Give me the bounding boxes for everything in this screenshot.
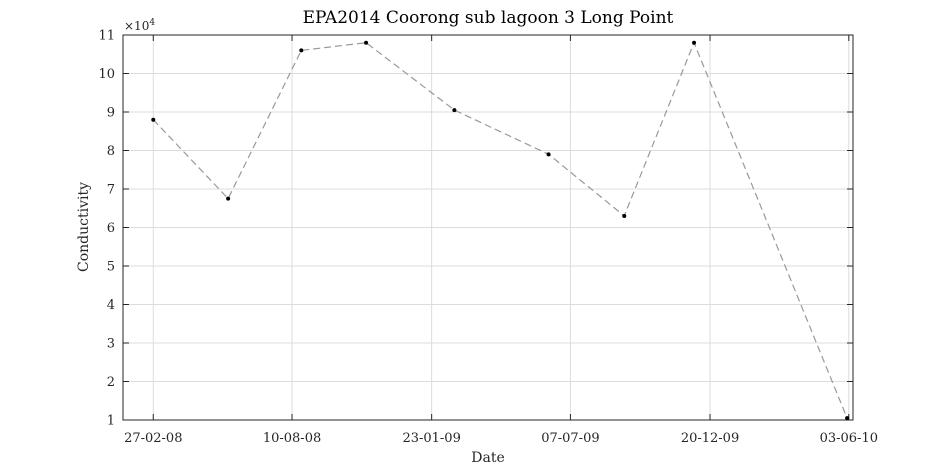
data-point [546, 152, 551, 157]
data-point [845, 416, 850, 421]
y-axis-label: Conductivity [76, 182, 92, 272]
data-point [226, 196, 231, 201]
y-tick-label: 2 [107, 375, 115, 390]
y-tick-label: 11 [98, 29, 115, 44]
x-tick-label: 03-06-10 [820, 431, 878, 446]
x-tick-label: 23-01-09 [402, 431, 460, 446]
x-axis-ticks: 27-02-08 10-08-08 23-01-09 07-07-09 20-12-09… [124, 35, 878, 446]
y-tick-label: 6 [107, 221, 115, 236]
y-tick-label: 1 [107, 414, 115, 429]
x-axis-label: Date [471, 450, 504, 466]
data-point [364, 40, 369, 45]
data-point [452, 108, 457, 113]
x-tick-label: 10-08-08 [263, 431, 321, 446]
data-point [299, 48, 304, 53]
y-tick-label: 8 [107, 144, 115, 159]
series-line [152, 41, 848, 419]
y-tick-label: 4 [107, 298, 115, 313]
chart-title: EPA2014 Coorong sub lagoon 3 Long Point [303, 8, 674, 28]
y-tick-label: 9 [107, 106, 115, 121]
grid [123, 34, 853, 421]
y-tick-label: 3 [107, 337, 115, 352]
y-multiplier: ×104 [124, 18, 155, 33]
y-axis-ticks: 1 2 3 4 5 6 7 8 9 10 11 [98, 29, 853, 429]
x-tick-label: 27-02-08 [124, 431, 182, 446]
x-tick-label: 20-12-09 [681, 431, 739, 446]
data-point [622, 213, 627, 218]
data-point [692, 40, 697, 45]
series [151, 40, 850, 421]
x-tick-label: 07-07-09 [541, 431, 599, 446]
y-tick-label: 10 [98, 67, 115, 82]
y-tick-label: 7 [107, 183, 115, 198]
y-tick-label: 5 [107, 260, 115, 275]
data-point [151, 117, 156, 122]
